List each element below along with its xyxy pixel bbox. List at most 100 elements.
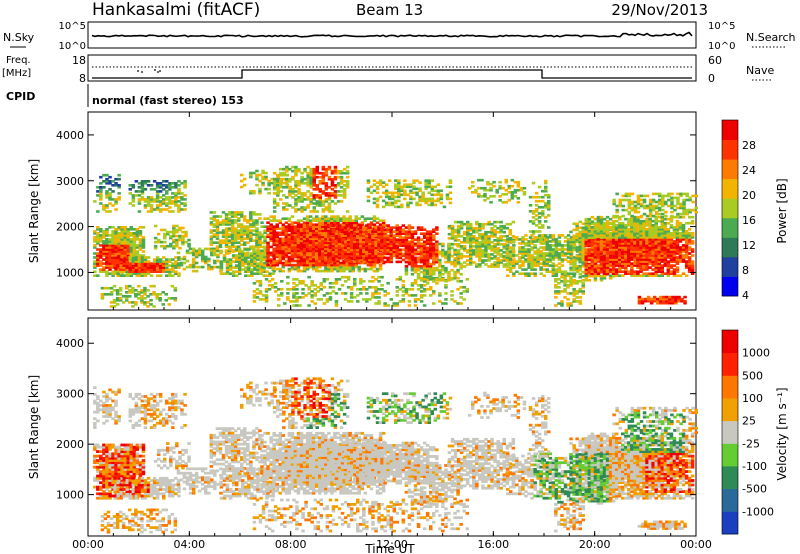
heatmap-cell [383,236,387,239]
heatmap-cell [176,263,181,267]
heatmap-cell [496,257,500,260]
heatmap-cell [149,268,154,271]
heatmap-cell [545,244,549,247]
heatmap-cell [177,200,181,203]
heatmap-cell [302,261,307,265]
heatmap-cell [288,180,292,183]
heatmap-cell [263,241,267,245]
heatmap-cell [475,253,479,256]
heatmap-cell [509,254,513,257]
heatmap-cell [120,246,124,249]
heatmap-cell [234,248,239,251]
heatmap-cell [163,232,167,236]
heatmap-cell [272,206,277,209]
heatmap-cell [221,239,226,242]
heatmap-cell [521,240,525,243]
heatmap-cell [386,242,390,246]
heatmap-cell [213,261,217,265]
heatmap-cell [336,221,340,224]
heatmap-cell [378,183,383,186]
heatmap-cell [547,195,551,199]
heatmap-cell [375,187,380,191]
heatmap-cell [311,245,316,249]
heatmap-cell [93,252,97,255]
heatmap-cell [123,254,127,257]
heatmap-cell [250,262,254,265]
heatmap-cell [395,254,399,258]
heatmap-cell [362,226,366,229]
heatmap-cell [238,256,242,259]
heatmap-cell [178,236,182,240]
heatmap-cell [377,238,381,241]
heatmap-cell [493,263,497,266]
heatmap-cell [374,292,378,295]
heatmap-cell [380,275,384,279]
heatmap-cell [114,272,118,275]
heatmap-cell [309,175,313,179]
heatmap-cell [469,245,473,248]
heatmap-cell [438,252,442,256]
heatmap-cell [276,192,280,195]
heatmap-cell [406,183,410,186]
heatmap-cell [412,185,416,189]
heatmap-cell [174,264,178,267]
heatmap-cell [419,244,424,248]
heatmap-cell [300,196,304,199]
heatmap-cell [310,294,314,297]
heatmap-cell [324,265,328,269]
heatmap-cell [313,294,317,297]
heatmap-cell [308,235,313,239]
heatmap-cell [121,295,126,298]
heatmap-cell [256,252,260,255]
heatmap-cell [339,261,343,265]
heatmap-cell [578,275,582,279]
heatmap-cell [215,219,220,222]
heatmap-cell [489,195,493,198]
heatmap-cell [168,270,172,273]
heatmap-cell [312,194,316,197]
heatmap-cell [165,264,169,267]
heatmap-cell [551,256,556,259]
heatmap-cell [266,265,270,269]
heatmap-cell [336,269,340,273]
heatmap-cell [518,256,522,259]
heatmap-cell [554,248,559,251]
heatmap-cell [105,264,109,267]
heatmap-cell [578,232,582,236]
heatmap-cell [315,245,319,249]
heatmap-cell [271,268,275,271]
heatmap-cell [416,298,421,301]
heatmap-cell [221,233,226,236]
heatmap-cell [450,232,455,236]
heatmap-cell [328,260,333,264]
heatmap-cell [265,258,269,261]
heatmap-cell [438,260,442,264]
heatmap-cell [581,270,585,274]
heatmap-cell [183,198,187,201]
heatmap-cell [105,234,109,237]
heatmap-cell [439,193,444,197]
heatmap-cell [128,262,132,265]
heatmap-cell [336,265,340,269]
heatmap-cell [324,173,329,177]
heatmap-cell [342,223,346,226]
heatmap-cell [111,248,115,251]
heatmap-cell [484,230,488,234]
heatmap-cell [493,220,497,224]
heatmap-cell [486,188,490,192]
heatmap-cell [108,248,112,251]
heatmap-cell [318,225,322,228]
heatmap-cell [432,238,436,241]
heatmap-cell [380,242,384,246]
heatmap-cell [272,192,277,195]
heatmap-cell [359,244,363,248]
heatmap-cell [230,239,235,242]
heatmap-cell [459,224,464,228]
heatmap-cell [472,226,476,230]
heatmap-cell [290,257,295,261]
heatmap-cell [541,189,545,193]
heatmap-cell [299,229,304,233]
heatmap-cell [544,216,548,219]
heatmap-cell [311,223,316,226]
heatmap-cell [250,274,254,277]
